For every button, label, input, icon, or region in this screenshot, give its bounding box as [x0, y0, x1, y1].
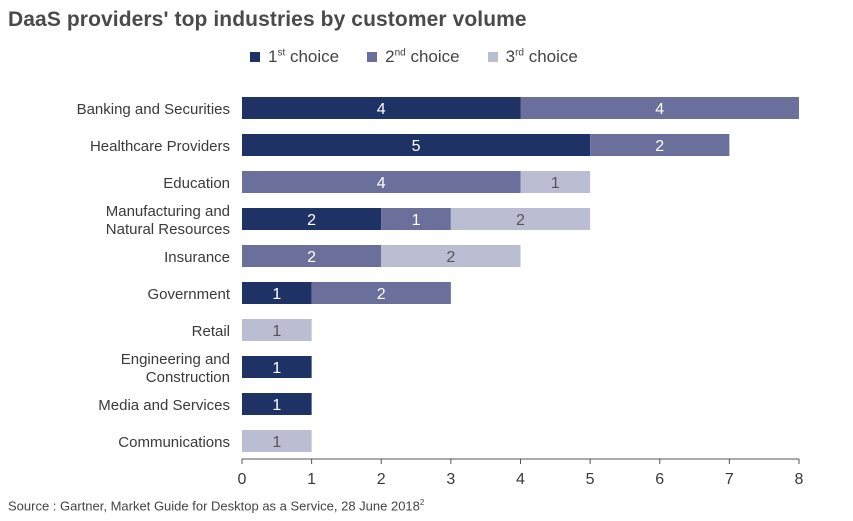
data-label: 1	[272, 360, 281, 377]
bar-segment	[242, 171, 521, 193]
bar-segment	[242, 430, 312, 452]
legend-label: 1st choice	[268, 47, 340, 66]
legend-swatch	[367, 52, 378, 62]
data-label: 1	[272, 397, 281, 414]
legend-swatch	[487, 52, 498, 62]
x-tick-label: 7	[725, 471, 734, 488]
bar-segment	[520, 97, 799, 119]
data-label: 1	[412, 212, 421, 229]
category-label: Retail	[192, 323, 230, 340]
category-label: Government	[147, 286, 230, 303]
x-tick-label: 5	[586, 471, 595, 488]
category-label: Banking and Securities	[77, 101, 230, 118]
x-tick-label: 0	[238, 471, 247, 488]
x-tick-label: 3	[446, 471, 455, 488]
data-label: 5	[412, 138, 421, 155]
data-label: 2	[655, 138, 664, 155]
x-tick-label: 2	[377, 471, 386, 488]
category-label: Media and Services	[98, 397, 230, 414]
chart-title: DaaS providers' top industries by custom…	[8, 8, 527, 31]
bar-segment	[242, 97, 521, 119]
category-label: Natural Resources	[106, 221, 230, 238]
category-label: Healthcare Providers	[90, 138, 230, 155]
data-label: 1	[272, 286, 281, 303]
data-label: 2	[446, 249, 455, 266]
bar-segment	[242, 282, 312, 304]
data-label: 4	[377, 175, 386, 192]
source-text: Source : Gartner, Market Guide for Deskt…	[8, 498, 420, 514]
bar-segment	[381, 208, 451, 230]
x-tick-label: 8	[795, 471, 804, 488]
data-label: 2	[307, 212, 316, 229]
data-label: 4	[377, 101, 386, 118]
legend-item: 2nd choice	[367, 47, 460, 67]
category-label: Insurance	[164, 249, 230, 266]
legend-label: 2nd choice	[385, 47, 460, 66]
category-label: Construction	[146, 369, 230, 386]
bar-segment	[242, 319, 312, 341]
category-label: Communications	[118, 434, 230, 451]
bar-segment	[590, 134, 730, 156]
bar-segment	[311, 282, 451, 304]
data-label: 1	[272, 323, 281, 340]
category-label: Manufacturing and	[106, 203, 230, 220]
data-label: 2	[307, 249, 316, 266]
chart-legend: 1st choice 2nd choice 3rd choice	[250, 47, 578, 67]
data-label: 4	[655, 101, 664, 118]
bar-segment	[242, 134, 591, 156]
legend-swatch	[250, 52, 260, 62]
source-footnote-mark: 2	[419, 498, 425, 507]
category-label: Engineering and	[121, 351, 230, 368]
bar-segment	[242, 393, 312, 415]
source-note: Source : Gartner, Market Guide for Deskt…	[8, 498, 424, 513]
data-label: 1	[551, 175, 560, 192]
data-label: 2	[516, 212, 525, 229]
data-label: 1	[272, 434, 281, 451]
x-tick-label: 4	[516, 471, 525, 488]
bar-segment	[520, 171, 591, 193]
bar-segment	[450, 208, 591, 230]
x-tick-label: 1	[307, 471, 316, 488]
x-tick-label: 6	[655, 471, 664, 488]
bar-segment	[242, 245, 382, 267]
legend-item: 1st choice	[250, 47, 339, 67]
bar-segment	[381, 245, 521, 267]
bar-segment	[242, 356, 312, 378]
data-label: 2	[377, 286, 386, 303]
legend-label: 3rd choice	[505, 47, 578, 66]
category-label: Education	[163, 175, 230, 192]
legend-item: 3rd choice	[487, 47, 578, 67]
bar-segment	[242, 208, 382, 230]
